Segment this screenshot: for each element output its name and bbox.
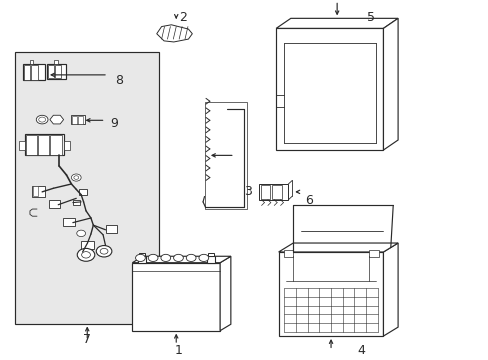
Text: 1: 1 bbox=[174, 344, 182, 357]
Text: 4: 4 bbox=[357, 344, 365, 357]
Polygon shape bbox=[383, 18, 397, 150]
Bar bbox=[208, 253, 214, 256]
Polygon shape bbox=[276, 18, 397, 28]
Bar bbox=[260, 185, 270, 199]
Bar bbox=[38, 135, 49, 155]
Circle shape bbox=[100, 248, 108, 254]
Text: 9: 9 bbox=[110, 117, 118, 130]
Bar bbox=[207, 256, 215, 263]
Circle shape bbox=[161, 254, 170, 261]
Bar bbox=[105, 225, 117, 233]
Circle shape bbox=[77, 248, 95, 261]
Circle shape bbox=[173, 254, 183, 261]
Bar bbox=[139, 253, 145, 256]
Bar bbox=[26, 135, 37, 155]
Text: 8: 8 bbox=[115, 74, 123, 87]
Circle shape bbox=[199, 254, 208, 261]
Bar bbox=[64, 141, 70, 150]
Circle shape bbox=[36, 115, 48, 124]
Bar bbox=[63, 219, 75, 226]
Text: 2: 2 bbox=[179, 11, 187, 24]
Bar bbox=[54, 60, 58, 64]
Bar bbox=[46, 64, 66, 79]
Bar bbox=[49, 200, 60, 208]
Bar bbox=[259, 184, 288, 200]
Bar bbox=[71, 115, 85, 124]
Circle shape bbox=[39, 117, 45, 122]
Circle shape bbox=[74, 176, 79, 179]
Bar bbox=[19, 141, 25, 150]
Bar bbox=[15, 51, 159, 324]
Bar bbox=[50, 135, 61, 155]
Circle shape bbox=[96, 246, 112, 257]
Bar bbox=[276, 28, 383, 150]
Bar bbox=[132, 263, 220, 331]
Bar bbox=[78, 116, 83, 123]
Text: 7: 7 bbox=[83, 333, 91, 346]
Circle shape bbox=[81, 252, 90, 258]
Bar bbox=[23, 65, 30, 80]
Circle shape bbox=[77, 230, 85, 237]
Polygon shape bbox=[50, 115, 63, 124]
Text: 6: 6 bbox=[305, 194, 313, 207]
Bar bbox=[79, 189, 87, 195]
Bar bbox=[32, 186, 44, 197]
Bar bbox=[138, 256, 146, 263]
Bar bbox=[30, 60, 33, 64]
Circle shape bbox=[186, 254, 196, 261]
Bar bbox=[22, 64, 44, 80]
Text: 5: 5 bbox=[366, 11, 374, 24]
Bar bbox=[283, 250, 293, 257]
Text: 3: 3 bbox=[244, 185, 252, 198]
Bar bbox=[31, 65, 38, 80]
Bar bbox=[55, 65, 61, 78]
Circle shape bbox=[148, 254, 158, 261]
Circle shape bbox=[71, 174, 81, 181]
Bar bbox=[73, 200, 80, 206]
Polygon shape bbox=[383, 243, 397, 336]
Polygon shape bbox=[157, 25, 192, 42]
Bar bbox=[272, 185, 282, 199]
Bar bbox=[72, 116, 77, 123]
Polygon shape bbox=[220, 256, 230, 331]
Polygon shape bbox=[132, 256, 230, 263]
Bar bbox=[81, 241, 94, 249]
Bar bbox=[368, 250, 378, 257]
Bar bbox=[205, 102, 246, 209]
Bar bbox=[33, 186, 38, 196]
Polygon shape bbox=[278, 243, 397, 252]
Bar bbox=[47, 65, 54, 78]
Bar bbox=[25, 134, 64, 156]
Bar bbox=[278, 252, 383, 336]
Circle shape bbox=[135, 254, 145, 261]
